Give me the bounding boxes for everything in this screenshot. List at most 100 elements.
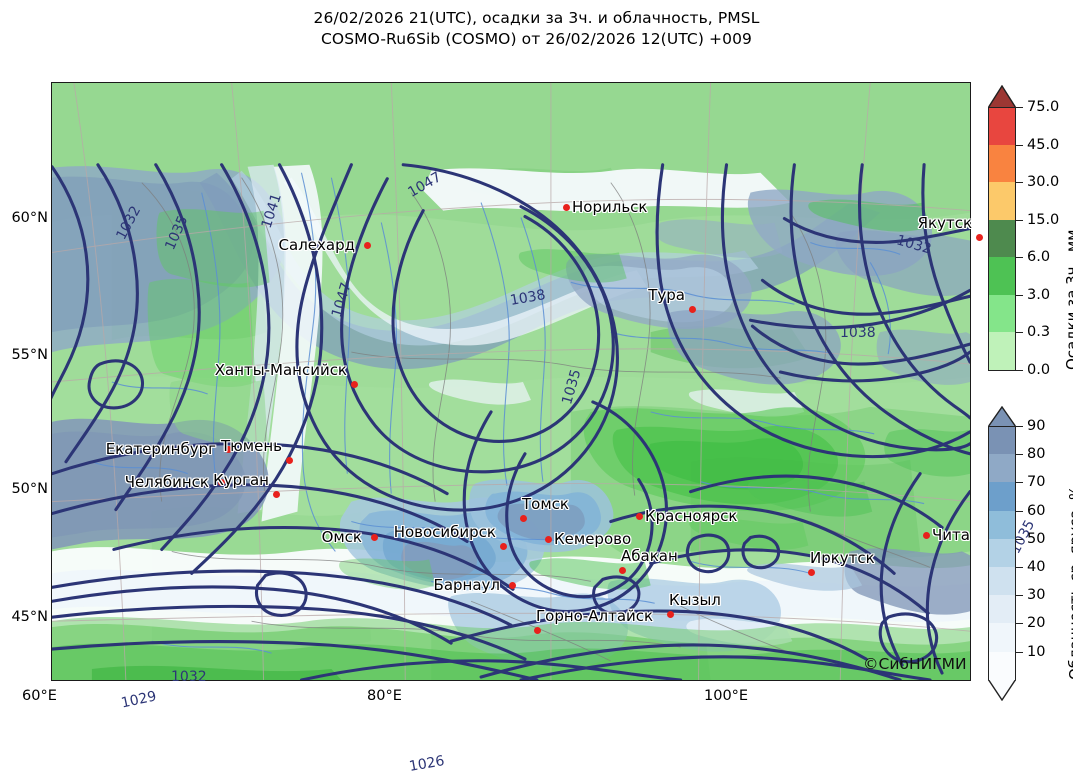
- colorbar-tick-mark: [1016, 182, 1023, 183]
- ytick-label: 55°N: [11, 347, 48, 363]
- colorbar-segment: [988, 651, 1016, 680]
- colorbar-tick-label: 30: [1027, 587, 1046, 604]
- colorbar-tick-mark: [1016, 454, 1023, 456]
- colorbar-tick-label: 45.0: [1027, 136, 1060, 153]
- colorbar-top-arrow-icon: [988, 406, 1016, 426]
- colorbar-segment: [988, 219, 1016, 257]
- city-dot-icon: [923, 532, 930, 539]
- city-label: Челябинск: [124, 473, 209, 491]
- city-dot-icon: [976, 234, 983, 241]
- colorbar-tick-label: 50: [1027, 530, 1046, 547]
- colorbar-tick-mark: [1016, 426, 1023, 427]
- ytick-label: 60°N: [11, 210, 48, 226]
- colorbar-top-arrow-outline: [988, 85, 1016, 108]
- colorbar-segment: [988, 623, 1016, 652]
- city-dot-icon: [667, 611, 674, 618]
- colorbar-tick-mark: [1016, 144, 1023, 146]
- city-label: Кемерово: [554, 530, 632, 548]
- colorbar-tick-label: 80: [1027, 446, 1046, 463]
- ytick-label: 50°N: [11, 481, 48, 497]
- title-line-2: COSMO-Ru6Sib (COSMO) от 26/02/2026 12(UT…: [320, 30, 753, 48]
- colorbar-edge: [988, 107, 1016, 108]
- xtick-label: 80°E: [367, 688, 402, 704]
- colorbar-segment: [988, 426, 1016, 455]
- colorbar-tick-label: 30.0: [1027, 174, 1060, 190]
- chart-title: 26/02/2026 21(UTC), осадки за 3ч. и обла…: [0, 8, 1073, 50]
- colorbar-title: Облачность ср. яруса, %: [1066, 486, 1073, 680]
- colorbar-tick-label: 0.0: [1027, 361, 1051, 378]
- city-dot-icon: [286, 457, 293, 464]
- xtick-label: 60°E: [22, 688, 57, 704]
- city-label: Ханты-Мансийск: [214, 361, 347, 379]
- colorbar-tick-mark: [1016, 257, 1023, 258]
- city-label: Абакан: [621, 547, 678, 565]
- colorbar-tick-label: 15.0: [1027, 211, 1060, 228]
- colorbar-tick-mark: [1016, 651, 1023, 653]
- city-label: Курган: [213, 471, 269, 489]
- colorbar-gradient: [988, 406, 1016, 680]
- city-dot-icon: [509, 582, 516, 589]
- city-dot-icon: [218, 479, 225, 486]
- city-dot-icon: [689, 306, 696, 313]
- isobar-label: 1026: [407, 753, 446, 775]
- colorbar-tick-label: 70: [1027, 474, 1046, 491]
- city-label: Иркутск: [810, 549, 875, 567]
- city-label: Горно-Алтайск: [536, 607, 654, 625]
- colorbar-tick-mark: [1016, 219, 1023, 221]
- colorbar-tick-mark: [1016, 510, 1023, 512]
- city-dot-icon: [808, 569, 815, 576]
- colorbar-tick-label: 60: [1027, 502, 1046, 519]
- colorbar-segment: [988, 144, 1016, 182]
- city-dot-icon: [225, 446, 232, 453]
- isobar-label: 1032: [171, 669, 207, 685]
- isobar-label: 1038: [840, 325, 876, 341]
- city-label: Красноярск: [645, 507, 738, 525]
- city-label: Тура: [648, 286, 685, 304]
- colorbar-tick-label: 10: [1027, 643, 1046, 660]
- city-label: Кызыл: [669, 591, 721, 609]
- colorbar-segment: [988, 510, 1016, 539]
- colorbar-segment: [988, 257, 1016, 295]
- colorbar-edge: [988, 369, 1016, 371]
- title-line-1: 26/02/2026 21(UTC), осадки за 3ч. и обла…: [313, 9, 760, 27]
- colorbar-tick-mark: [1016, 595, 1023, 597]
- colorbar-top-arrow-outline: [988, 406, 1016, 427]
- colorbar-tick-label: 0.3: [1027, 324, 1051, 340]
- city-dot-icon: [520, 515, 527, 522]
- city-label: Норильск: [572, 198, 648, 216]
- city-dot-icon: [500, 543, 507, 550]
- ytick-label: 45°N: [11, 609, 48, 625]
- colorbar-tick-mark: [1016, 107, 1023, 108]
- colorbar-tick-mark: [1016, 294, 1023, 296]
- city-label: Томск: [522, 495, 569, 513]
- city-dot-icon: [364, 242, 371, 249]
- colorbar-segment: [988, 595, 1016, 624]
- colorbar-tick-mark: [1016, 482, 1023, 484]
- colorbar-tick-mark: [1016, 567, 1023, 568]
- city-label: Якутск: [917, 214, 972, 232]
- city-dot-icon: [273, 491, 280, 498]
- colorbar-segment: [988, 482, 1016, 511]
- colorbar-tick-mark: [1016, 623, 1023, 625]
- city-label: Новосибирск: [393, 523, 496, 541]
- city-label: Омск: [321, 528, 362, 546]
- colorbar-segment: [988, 294, 1016, 332]
- weather-map[interactable]: [51, 82, 971, 681]
- xtick-label: 100°E: [704, 688, 749, 704]
- colorbar-tick-mark: [1016, 332, 1023, 333]
- city-label: Барнаул: [433, 576, 500, 594]
- city-dot-icon: [351, 381, 358, 388]
- colorbar-segment: [988, 454, 1016, 483]
- colorbar-top-arrow-icon: [988, 85, 1016, 107]
- colorbar-tick-mark: [1016, 369, 1023, 371]
- colorbar-tick-label: 90: [1027, 418, 1046, 434]
- city-label: Екатеринбург: [105, 440, 216, 458]
- city-label: Тюмень: [221, 437, 282, 455]
- colorbar-gradient: [988, 85, 1016, 370]
- colorbar-bottom-arrow-outline: [988, 679, 1016, 701]
- copyright-label: ©СибНИГМИ: [863, 655, 967, 673]
- colorbar-bottom-arrow-icon: [988, 679, 1016, 700]
- colorbar-segment: [988, 566, 1016, 596]
- city-dot-icon: [545, 536, 552, 543]
- colorbar-tick-label: 3.0: [1027, 286, 1051, 303]
